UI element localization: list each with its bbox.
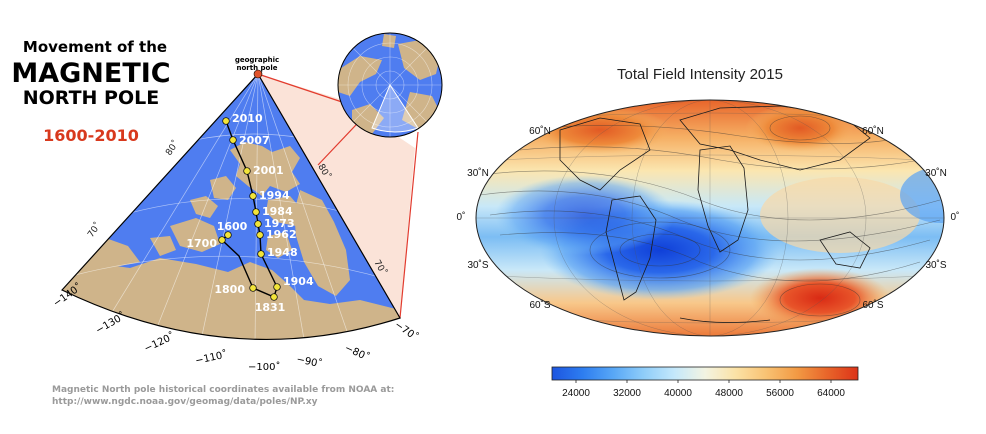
land-island-2 [190,196,218,218]
inset-globe [337,32,443,138]
field-map [475,99,945,337]
pole-marker-1904 [273,283,281,291]
pole-year-label-2001: 2001 [253,164,284,177]
pole-marker-1600 [224,231,232,239]
lat-right-30n: 30˚N [925,167,947,179]
left-panel: Movement of the MAGNETIC NORTH POLE 1600… [11,32,443,407]
wedge-edge-lower [399,131,419,319]
polar-map [61,72,401,340]
land-island-1 [210,176,236,200]
title-line2: MAGNETIC [11,58,170,89]
lon-label-90: −90˚ [295,353,323,370]
colorbar-tick-label: 48000 [715,388,743,399]
lon-label-80: −80˚ [343,342,372,364]
pole-marker-1994 [249,192,257,200]
pole-marker-2001 [243,167,251,175]
pole-year-label-1984: 1984 [262,205,293,218]
colorbar-tick-label: 56000 [766,388,794,399]
pole-year-label-1700: 1700 [186,237,217,250]
colorbar-tick-label: 24000 [562,388,590,399]
lat-left-60s: 60˚S [529,299,550,311]
lat-label-left-80: 80˚ [163,138,181,157]
pole-marker-1984 [252,208,260,216]
pole-marker-1973 [254,220,262,228]
year-range: 1600-2010 [43,126,139,145]
lat-left-30n: 30˚N [467,167,489,179]
lat-right-60s: 60˚S [862,299,883,311]
title-line1: Movement of the [23,38,167,56]
land-baffin [294,190,350,296]
source-line2: http://www.ngdc.noaa.gov/geomag/data/pol… [52,397,318,407]
pole-year-label-2007: 2007 [239,134,270,147]
wedge-edge-upper [257,73,346,104]
lat-left-60n: 60˚N [529,125,551,137]
pole-path [220,120,278,298]
right-panel: Total Field Intensity 2015 [457,66,960,399]
colorbar: 24000 32000 40000 48000 56000 64000 [551,366,859,399]
lat-left-30s: 30˚S [467,259,488,271]
pole-year-label-1948: 1948 [267,246,298,259]
lon-label-130: −130˚ [94,310,128,337]
lon-label-110: −110˚ [194,348,228,366]
lon-label-100: −100˚ [248,361,280,373]
lat-right-30s: 30˚S [925,259,946,271]
lon-label-70: −70˚ [392,319,420,344]
pole-label-line1: geographic [235,56,279,64]
colorbar-tick-label: 40000 [664,388,692,399]
pole-year-label-1904: 1904 [283,275,314,288]
title-line3: NORTH POLE [23,87,159,109]
siberian-high [745,104,855,152]
pole-marker-1700 [218,236,226,244]
pole-marker-2010 [222,117,230,125]
lat-right-60n: 60˚N [862,125,884,137]
source-line1: Magnetic North pole historical coordinat… [52,385,394,395]
lat-label-left-70: 70˚ [85,220,103,239]
pole-marker-1831 [270,293,278,301]
land-island-6 [266,232,292,258]
pole-year-label-1962: 1962 [266,228,297,241]
pole-marker-2007 [229,136,237,144]
southern-high [750,268,890,328]
pole-marker-1948 [257,250,265,258]
land-island-3 [266,196,302,226]
colorbar-gradient [551,366,859,381]
pole-year-label-1800: 1800 [214,283,245,296]
land-island-4 [170,218,220,252]
colorbar-tick-label: 32000 [613,388,641,399]
lat-left-0: 0˚ [457,211,466,223]
pole-year-label-1831: 1831 [255,301,286,314]
pole-marker-1800 [249,284,257,292]
pole-year-label-2010: 2010 [232,112,263,125]
colorbar-ticks: 24000 32000 40000 48000 56000 64000 [562,380,845,399]
map-title: Total Field Intensity 2015 [617,66,783,83]
land-island-5 [150,236,176,256]
pole-year-label-1973: 1973 [264,217,295,230]
land-archipelago-north [230,142,300,196]
pole-marker-1962 [256,231,264,239]
geographic-north-pole-marker [253,69,263,79]
pole-year-label-1994: 1994 [259,189,290,202]
lon-label-120: −120˚ [142,330,176,355]
colorbar-tick-label: 64000 [817,388,845,399]
pole-year-label-1600: 1600 [217,220,248,233]
lat-right-0: 0˚ [951,211,960,223]
pole-label-line2: north pole [237,64,278,72]
